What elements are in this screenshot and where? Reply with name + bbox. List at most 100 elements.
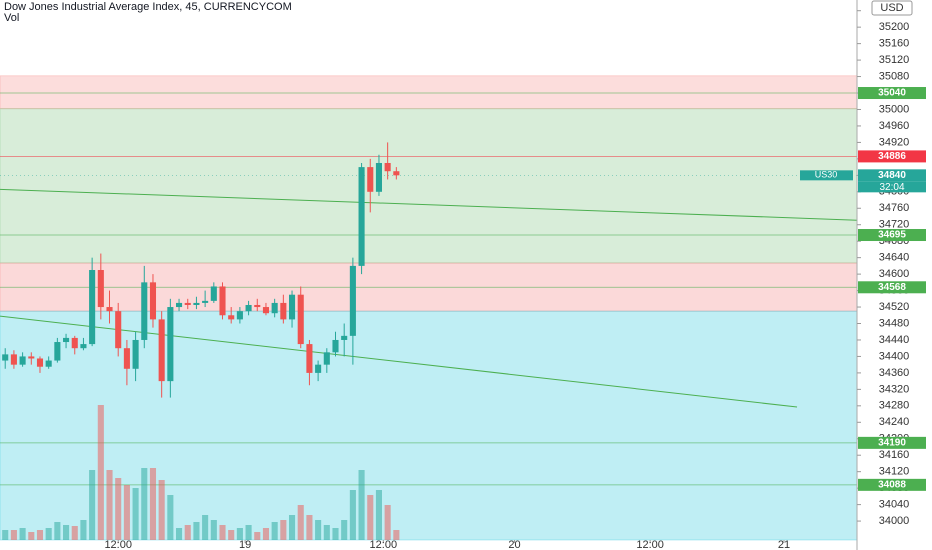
y-tick-label: 35160 [879, 38, 910, 50]
level-label: 34840 [878, 170, 906, 181]
y-tick-label: 34920 [879, 136, 910, 148]
candle-body [271, 302, 278, 314]
candle-body [19, 356, 26, 365]
candle-body [315, 364, 322, 373]
candle-body [123, 348, 130, 369]
candle-body [245, 304, 252, 312]
candle-body [306, 344, 313, 373]
candle-body [262, 307, 270, 314]
candle-body [375, 162, 382, 192]
volume-bar [288, 515, 296, 540]
y-tick-label: 34400 [879, 350, 910, 362]
trend-line [0, 188, 858, 221]
candle-body [115, 311, 122, 349]
y-tick-label: 34440 [879, 334, 910, 346]
candle-body [36, 358, 44, 367]
volume-bar [36, 530, 44, 540]
volume-bar [245, 525, 252, 540]
y-tick-label: 34040 [879, 499, 910, 511]
candle-body [97, 270, 104, 308]
volume-bar [367, 495, 374, 540]
candle-body [323, 352, 330, 365]
y-tick-label: 34640 [879, 252, 910, 264]
volume-bar [141, 468, 148, 540]
level-tag [858, 87, 926, 100]
volume-bar [210, 520, 217, 540]
volume-bar [45, 528, 52, 540]
level-label: 34088 [878, 479, 906, 490]
candle-body [158, 319, 165, 382]
volume-bar [271, 522, 278, 540]
candle-body [89, 270, 96, 345]
volume-bar [254, 532, 261, 540]
level-label: 34695 [878, 230, 906, 241]
candle-body [149, 282, 157, 320]
volume-bar [384, 505, 391, 540]
symbol-label: US30 [815, 170, 838, 180]
candle-body [10, 354, 17, 365]
candle-body [2, 354, 9, 361]
y-tick-label: 35120 [879, 54, 910, 66]
volume-bar [184, 525, 191, 540]
volume-bar [358, 470, 365, 540]
candle-body [288, 294, 296, 320]
candle-body [28, 356, 35, 359]
candle-body [193, 302, 200, 305]
level-tag [858, 436, 926, 449]
x-tick-label: 12:00 [636, 539, 664, 550]
candle-body [384, 162, 391, 172]
level-label: 34886 [878, 151, 906, 162]
candle-body [132, 339, 139, 369]
zone [0, 108, 858, 264]
volume-bar [297, 505, 304, 540]
candle-body [297, 294, 304, 345]
y-tick-label: 34160 [879, 449, 910, 461]
y-tick-label: 34600 [879, 268, 910, 280]
x-tick-label: 21 [778, 539, 790, 550]
volume-bar [236, 528, 243, 540]
volume-bar [349, 490, 356, 540]
volume-bar [306, 515, 313, 540]
candle-body [332, 339, 339, 353]
candle-body [236, 311, 243, 320]
x-tick-label: 12:00 [104, 539, 132, 550]
candle-body [45, 360, 52, 367]
candle-body [367, 167, 374, 192]
volume-bar [375, 490, 382, 540]
volume-bar [132, 488, 139, 540]
volume-bar [332, 528, 339, 540]
currency-box[interactable] [871, 0, 913, 16]
y-tick-label: 35200 [879, 21, 910, 33]
candle-body [141, 282, 148, 340]
volume-label: Vol [4, 12, 19, 24]
candle-body [349, 265, 356, 336]
y-tick-label: 34280 [879, 400, 910, 412]
candle-body [106, 307, 113, 312]
candle-body [228, 315, 235, 320]
volume-bar [80, 520, 87, 540]
y-tick-label: 34120 [879, 466, 910, 478]
candle-body [341, 335, 348, 340]
volume-bar [341, 520, 348, 540]
level-tag [858, 150, 926, 163]
x-tick-label: 20 [508, 539, 520, 550]
trend-line [0, 315, 798, 408]
candle-body [54, 342, 61, 361]
x-tick-label: 12:00 [370, 539, 398, 550]
volume-bar [323, 525, 330, 540]
volume-bar [97, 405, 104, 540]
volume-bar [202, 515, 209, 540]
volume-bar [228, 530, 235, 540]
x-tick-label: 19 [239, 539, 251, 550]
y-tick-label: 34360 [879, 367, 910, 379]
volume-bar [176, 528, 183, 540]
volume-bar [393, 530, 400, 540]
candle-body [80, 344, 87, 349]
volume-bar [89, 470, 96, 540]
candle-body [280, 302, 287, 320]
candle-body [184, 302, 191, 305]
volume-bar [158, 480, 165, 540]
candle-body [219, 286, 226, 316]
level-tag [858, 478, 926, 491]
volume-bar [2, 530, 9, 540]
